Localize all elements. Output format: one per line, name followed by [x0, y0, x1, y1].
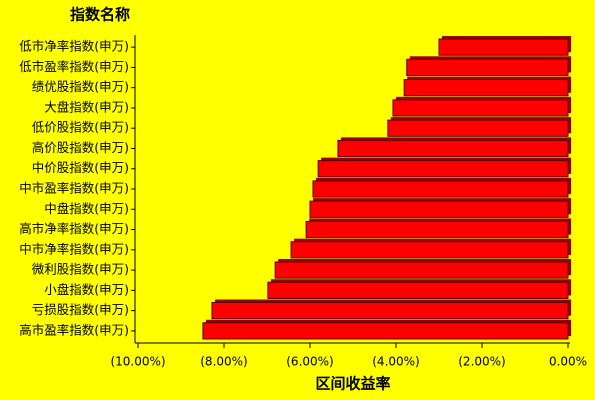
y-tick-label: 高市盈率指数(申万) — [19, 322, 129, 337]
x-tick-label: (10.00%) — [110, 355, 165, 369]
y-tick-label: 微利股指数(申万) — [32, 262, 129, 277]
x-tick-label: (2.00%) — [458, 355, 505, 369]
bar — [202, 322, 569, 340]
bar — [317, 160, 569, 178]
bar — [438, 38, 569, 56]
y-tick-label: 亏损股指数(申万) — [32, 302, 129, 317]
bar — [211, 301, 569, 320]
y-tick-label: 大盘指数(申万) — [44, 99, 129, 114]
x-tick-label: (4.00%) — [372, 355, 419, 369]
bar — [267, 281, 569, 299]
bar — [403, 79, 569, 97]
y-tick-label: 低市净率指数(申万) — [19, 39, 129, 54]
x-tick-label: (8.00%) — [200, 355, 247, 369]
bar — [274, 261, 569, 279]
y-tick-label: 高价股指数(申万) — [32, 140, 129, 155]
y-tick-label: 中价股指数(申万) — [32, 160, 129, 175]
x-tick-label: 0.00% — [549, 355, 587, 369]
x-tick-label: (6.00%) — [286, 355, 333, 369]
y-tick-label: 低价股指数(申万) — [32, 120, 129, 135]
y-tick-label: 中市净率指数(申万) — [19, 241, 129, 256]
bar — [387, 119, 569, 137]
bar — [392, 99, 569, 117]
y-tick-label: 中盘指数(申万) — [44, 201, 129, 216]
y-tick-label: 中市盈率指数(申万) — [19, 181, 129, 196]
y-tick-label: 小盘指数(申万) — [44, 282, 129, 297]
y-tick-label: 绩优股指数(申万) — [32, 79, 129, 94]
bar — [312, 180, 569, 198]
y-tick-label: 高市净率指数(申万) — [19, 221, 129, 236]
x-axis-title: 区间收益率 — [315, 375, 390, 393]
bar — [309, 200, 569, 218]
y-tick-label: 低市盈率指数(申万) — [19, 59, 129, 74]
y-axis-title: 指数名称 — [70, 6, 130, 24]
bar — [305, 220, 569, 239]
bar — [290, 241, 569, 259]
bar — [406, 58, 569, 77]
bar — [337, 139, 569, 158]
